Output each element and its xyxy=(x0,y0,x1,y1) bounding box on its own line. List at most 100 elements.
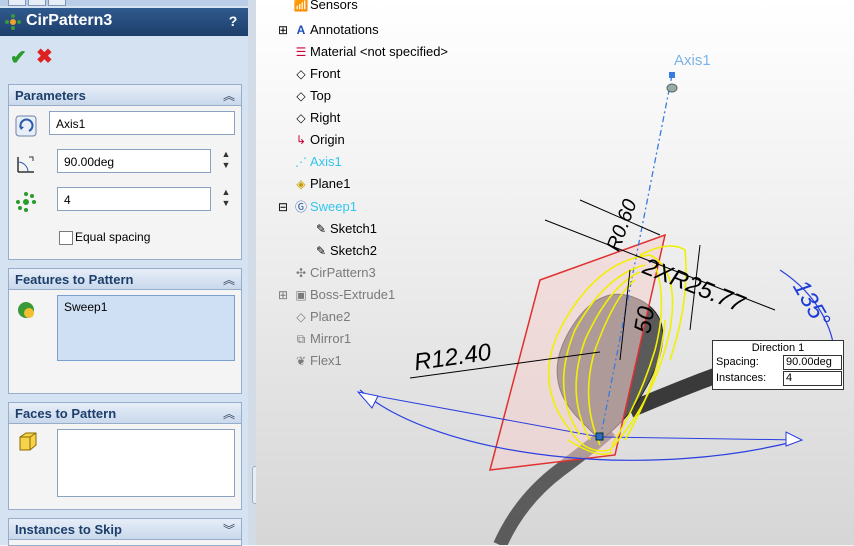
tree-item-right[interactable]: ◇ Right xyxy=(292,110,340,125)
plane-icon: ◈ xyxy=(296,177,306,191)
tree-item-sketch1[interactable]: ✎ Sketch1 xyxy=(312,221,377,236)
pattern-axis-field[interactable]: Axis1 xyxy=(49,111,235,135)
manager-tab-strip xyxy=(0,0,248,6)
features-header-label: Features to Pattern xyxy=(15,272,134,287)
sketch-icon: ✎ xyxy=(315,222,327,236)
collapse-icon[interactable]: ⊟ xyxy=(277,200,289,214)
selected-sweep-wireframe xyxy=(547,245,687,456)
tree-item-mirror1[interactable]: ⧉ Mirror1 xyxy=(292,331,351,347)
parameters-header[interactable]: Parameters ︽ xyxy=(9,85,241,106)
tree-item-top[interactable]: ◇ Top xyxy=(292,88,331,103)
spacing-value-field[interactable]: 90.00deg xyxy=(783,355,842,370)
axis-label[interactable]: Axis1 xyxy=(674,52,711,69)
plane-icon: ◇ xyxy=(296,89,306,103)
graphics-area[interactable]: 📶 Sensors ⊞ A Annotations ☰ Material <not sp… xyxy=(256,0,854,545)
tab-property-manager[interactable] xyxy=(28,0,46,6)
radius-line xyxy=(359,392,601,438)
instances-icon xyxy=(16,192,36,212)
annotations-icon: A xyxy=(296,23,306,37)
manager-tabs xyxy=(8,0,66,6)
sweep-icon: Ⓖ xyxy=(294,200,307,214)
features-icon xyxy=(18,302,34,318)
faces-list[interactable] xyxy=(57,429,235,497)
tree-item-cirpattern3[interactable]: ✣ CirPattern3 xyxy=(292,265,376,280)
tab-configuration-manager[interactable] xyxy=(48,0,66,6)
arrow-left xyxy=(356,391,379,409)
skip-header[interactable]: Instances to Skip ︾ xyxy=(9,519,241,540)
arrow-right xyxy=(785,431,804,447)
circular-pattern-icon: ✣ xyxy=(295,266,307,280)
extrude-icon: ▣ xyxy=(295,288,307,302)
property-manager: CirPattern3 ? ✔ ✖ Parameters ︽ Axis1 90.… xyxy=(0,0,249,546)
tree-item-plane2[interactable]: ◇ Plane2 xyxy=(292,309,350,324)
faces-header[interactable]: Faces to Pattern ︽ xyxy=(9,403,241,424)
faces-icon xyxy=(19,432,37,451)
plane-icon: ◇ xyxy=(296,111,306,125)
reverse-direction-icon[interactable] xyxy=(15,115,37,137)
list-item[interactable]: Sweep1 xyxy=(64,300,108,314)
dimension-lines xyxy=(409,199,776,379)
angle-field[interactable]: 90.00deg xyxy=(57,149,211,173)
plane-icon: ◇ xyxy=(296,310,306,324)
feature-title: CirPattern3 xyxy=(26,12,113,29)
sensors-icon: 📶 xyxy=(293,0,309,12)
instances-spinner[interactable]: ▲ ▼ xyxy=(221,187,231,208)
tree-item-axis1[interactable]: ⋰ Axis1 xyxy=(292,154,342,169)
dimension-length[interactable]: 50 xyxy=(629,304,661,336)
tree-item-sketch2[interactable]: ✎ Sketch2 xyxy=(312,243,377,258)
instances-label: Instances: xyxy=(716,372,767,384)
cancel-button[interactable]: ✖ xyxy=(36,46,53,68)
expand-icon[interactable]: ⊞ xyxy=(277,23,289,37)
features-header[interactable]: Features to Pattern ︽ xyxy=(9,269,241,290)
tree-item-plane1[interactable]: ◈ Plane1 xyxy=(292,176,350,191)
panel-splitter[interactable] xyxy=(248,0,256,545)
tab-feature-manager[interactable] xyxy=(8,0,26,6)
faces-header-label: Faces to Pattern xyxy=(15,406,117,421)
tree-item-material[interactable]: ☰ Material <not specified> xyxy=(292,44,448,59)
circular-pattern-icon xyxy=(5,14,21,30)
spacing-label: Spacing: xyxy=(716,356,759,368)
ok-button[interactable]: ✔ xyxy=(10,47,27,69)
tree-item-origin[interactable]: ↳ Origin xyxy=(292,132,345,147)
spacing-row: Spacing: 90.00deg xyxy=(713,355,843,371)
reference-plane xyxy=(488,233,667,471)
tree-item-sweep1[interactable]: ⊟ Ⓖ Sweep1 xyxy=(274,198,357,215)
equal-spacing-checkbox[interactable] xyxy=(59,231,73,245)
mirror-icon: ⧉ xyxy=(296,332,306,346)
collapse-icon[interactable]: ︽ xyxy=(222,273,235,287)
axis-icon: ⋰ xyxy=(295,155,307,169)
plane-icon: ◇ xyxy=(296,67,306,81)
instances-value-field[interactable]: 4 xyxy=(783,371,842,386)
angle-spinner[interactable]: ▲ ▼ xyxy=(221,149,231,170)
instances-field[interactable]: 4 xyxy=(57,187,211,211)
tree-item-flex1[interactable]: ❦ Flex1 xyxy=(292,353,342,368)
tree-item-boss-extrude1[interactable]: ⊞ ▣ Boss-Extrude1 xyxy=(274,287,395,302)
instances-to-skip-group: Instances to Skip ︾ xyxy=(8,518,242,546)
faces-to-pattern-group: Faces to Pattern ︽ xyxy=(8,402,242,510)
direction-callout[interactable]: Direction 1 Spacing: 90.00deg Instances:… xyxy=(712,340,844,390)
direction-arc xyxy=(359,389,801,461)
skip-header-label: Instances to Skip xyxy=(15,522,122,537)
collapse-icon[interactable]: ︽ xyxy=(222,89,235,103)
tree-item-front[interactable]: ◇ Front xyxy=(292,66,340,81)
features-to-pattern-group: Features to Pattern ︽ Sweep1 xyxy=(8,268,242,394)
help-button[interactable]: ? xyxy=(228,13,238,29)
flex-icon: ❦ xyxy=(295,354,307,368)
equal-spacing-label: Equal spacing xyxy=(75,230,151,244)
property-manager-titlebar: CirPattern3 ? xyxy=(0,8,248,36)
parameters-header-label: Parameters xyxy=(15,88,86,103)
instances-row: Instances: 4 xyxy=(713,371,843,387)
parameters-group: Parameters ︽ Axis1 90.00deg ▲ ▼ 4 ▲ ▼ Equa… xyxy=(8,84,242,260)
expand-icon[interactable]: ⊞ xyxy=(277,288,289,302)
tree-item-sensors[interactable]: 📶 Sensors xyxy=(293,0,358,12)
axis-handle xyxy=(666,83,678,93)
expand-icon[interactable]: ︾ xyxy=(222,523,235,537)
angle-icon xyxy=(17,156,34,173)
origin-icon: ↳ xyxy=(295,133,307,147)
sketch-icon: ✎ xyxy=(315,244,327,258)
direction-callout-title: Direction 1 xyxy=(751,342,805,354)
tree-item-annotations[interactable]: ⊞ A Annotations xyxy=(274,22,379,37)
features-list[interactable]: Sweep1 xyxy=(57,295,235,361)
collapse-icon[interactable]: ︽ xyxy=(222,407,235,421)
axis-endpoint xyxy=(669,72,675,78)
